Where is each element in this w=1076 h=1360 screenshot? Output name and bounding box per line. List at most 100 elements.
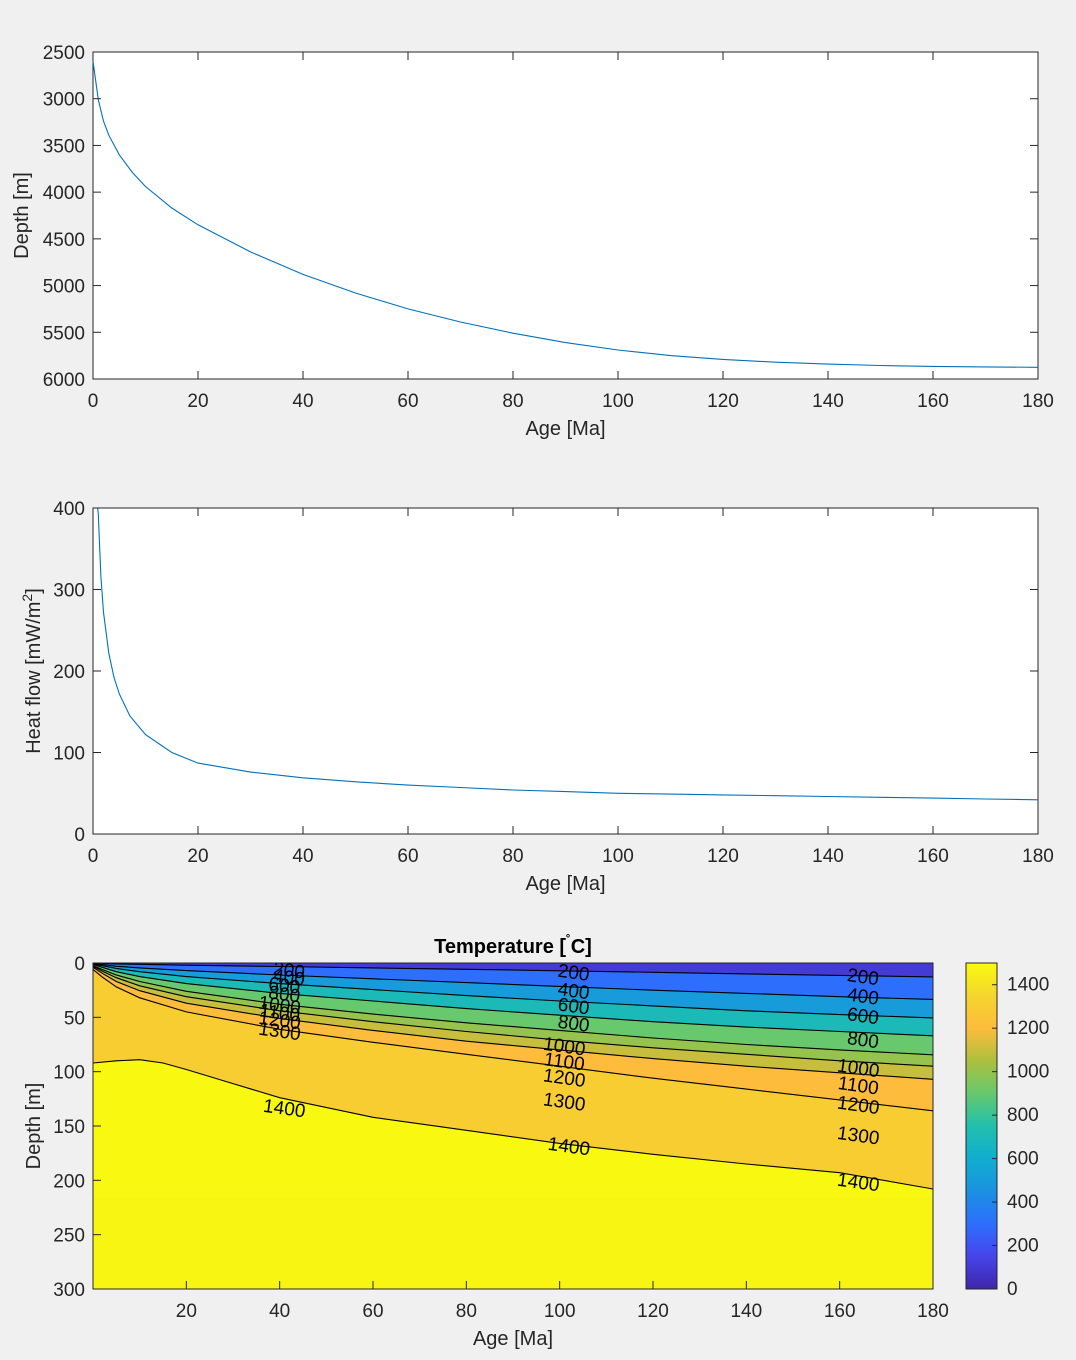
depth-ytick-label: 6000 [43,370,85,391]
colorbar-tick-label: 1400 [1007,975,1049,996]
heatflow-ylabel: Heat flow [mW/m2] [19,588,45,754]
depth-xtick-label: 80 [502,391,523,412]
temperature-xtick-label: 180 [917,1301,949,1322]
temperature-ylabel-text: Depth [m] [23,1083,45,1170]
contour-line-400 [93,963,933,1000]
temperature-xtick-label: 80 [456,1301,477,1322]
temperature-ytick-label: 250 [53,1226,85,1247]
contour-label: 800 [267,982,301,1007]
heatflow-xtick-label: 100 [602,846,634,867]
colorbar-tick-label: 400 [1007,1192,1039,1213]
contour-label: 400 [272,966,306,991]
temperature-ytick-label: 100 [53,1063,85,1084]
depth-xtick-label: 160 [917,391,949,412]
depth-xtick-label: 0 [88,391,99,412]
depth-ytick-label: 4500 [43,230,85,251]
temperature-xtick-label: 20 [176,1301,197,1322]
contour-label: 800 [846,1028,880,1053]
temperature-ytick-label: 200 [53,1171,85,1192]
contour-line-1300 [93,969,933,1112]
heatflow-xtick-label: 180 [1022,846,1054,867]
temperature-field: 2004006008001000110012001300140020040060… [93,958,933,1289]
depth-ytick-label: 5000 [43,277,85,298]
contour-label: 800 [556,1012,590,1037]
temperature-xtick-label: 120 [637,1301,669,1322]
heatflow-ytick-label: 200 [53,662,85,683]
heatflow-ylabel-text: Heat flow [mW/m [23,602,45,754]
contour-label: 400 [846,985,880,1010]
depth-ytick-label: 5500 [43,323,85,344]
depth-xtick-label: 60 [397,391,418,412]
contour-label: 200 [556,961,590,986]
temperature-xtick-label: 40 [269,1301,290,1322]
heatflow-ylabel-end: ] [23,588,45,594]
temperature-xtick-label: 60 [362,1301,383,1322]
depth-ytick-label: 4000 [43,183,85,204]
contour-label: 600 [267,974,301,999]
temperature-axes: 20 40 60 80 100 120 140 160 180 0 50 100 150 200 250 30… [23,954,949,1350]
heatflow-ytick-label: 0 [74,825,85,846]
contour-label: 200 [272,958,306,983]
heatflow-xtick-label: 120 [707,846,739,867]
heatflow-xtick-label: 0 [88,846,99,867]
colorbar-tick-label: 600 [1007,1149,1039,1170]
contour-line-1400 [93,1059,933,1190]
colorbar-tick-label: 1200 [1007,1018,1049,1039]
depth-ylabel-text: Depth [m] [11,172,33,259]
colorbar-tick-label: 1000 [1007,1062,1049,1083]
contour-line-800 [93,964,933,1037]
temperature-title-text: Temperature [ [434,936,566,958]
depth-xtick-label: 120 [707,391,739,412]
colorbar-tick-label: 800 [1007,1105,1039,1126]
depth-ytick-label: 2500 [43,43,85,64]
heatflow-xtick-label: 60 [397,846,418,867]
colorbar-tick-label: 0 [1007,1279,1018,1300]
depth-axes: 0 20 40 60 80 100 120 140 160 180 2500 3000 3500 4000… [11,43,1054,440]
temperature-xtick-label: 160 [824,1301,856,1322]
depth-xtick-label: 40 [292,391,313,412]
temperature-title-deg: ˚ [566,932,571,948]
temperature-ylabel: Depth [m] [23,1083,45,1170]
heatflow-ytick-label: 100 [53,744,85,765]
depth-ytick-label: 3000 [43,90,85,111]
contour-label: 400 [556,979,590,1004]
heatflow-xtick-label: 40 [292,846,313,867]
temperature-title-end: C] [571,936,592,958]
contour-line-1200 [93,966,933,1080]
depth-xtick-label: 140 [812,391,844,412]
heatflow-xlabel: Age [Ma] [525,873,605,895]
heatflow-xtick-label: 160 [917,846,949,867]
depth-xtick-label: 20 [187,391,208,412]
contour-line-1100 [93,965,933,1067]
heatflow-ytick-label: 400 [53,499,85,520]
heatflow-xtick-label: 140 [812,846,844,867]
heatflow-series-line [97,507,1039,801]
temperature-ytick-label: 50 [64,1008,85,1029]
depth-xlabel: Age [Ma] [525,418,605,440]
temperature-ytick-label: 150 [53,1117,85,1138]
heatflow-plot-area [92,507,1039,835]
temperature-xtick-label: 140 [730,1301,762,1322]
colorbar [965,962,998,1290]
temperature-ytick-label: 300 [53,1280,85,1301]
depth-ytick-label: 3500 [43,136,85,157]
temperature-title: Temperature [˚C] [434,932,592,958]
depth-xtick-label: 180 [1022,391,1054,412]
contour-label: 600 [846,1004,880,1029]
temperature-xlabel: Age [Ma] [473,1328,553,1350]
contour-line-200 [93,963,933,978]
heatflow-axes: 0 20 40 60 80 100 120 140 160 180 0 100 200 300 400 Age… [19,499,1054,895]
heatflow-xtick-label: 20 [187,846,208,867]
heatflow-ylabel-sup: 2 [19,594,35,602]
depth-plot-area [92,51,1039,380]
temperature-xtick-label: 100 [544,1301,576,1322]
depth-xtick-label: 100 [602,391,634,412]
contour-line-1000 [93,965,933,1056]
temperature-ytick-label: 0 [74,954,85,975]
depth-ylabel: Depth [m] [11,172,33,259]
heatflow-ytick-label: 300 [53,581,85,602]
contour-label: 200 [846,965,880,990]
temperature-band [93,1196,933,1289]
depth-series-line [92,61,1039,368]
